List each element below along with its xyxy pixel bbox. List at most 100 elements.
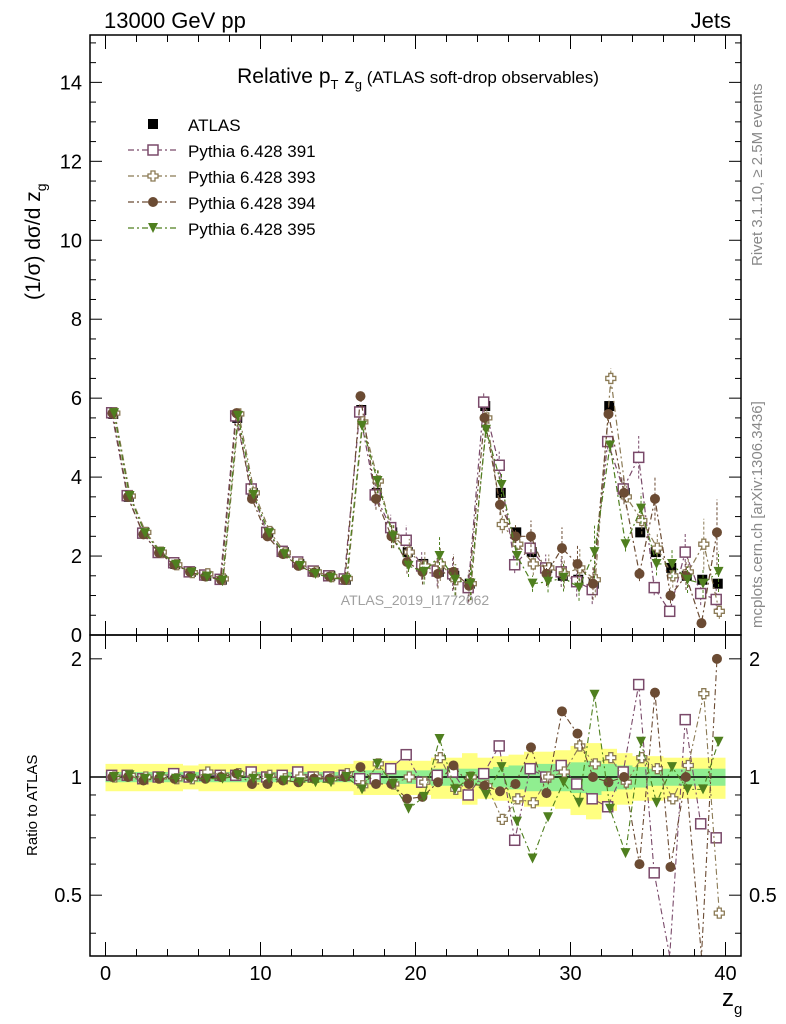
ratio-point: [496, 762, 507, 773]
ratio-y-tick-label-right: 1: [749, 767, 760, 789]
ratio-point: [494, 786, 505, 797]
data-point: [403, 546, 415, 558]
data-point: [635, 527, 646, 538]
ratio-line: [113, 694, 720, 861]
ratio-point: [527, 797, 539, 809]
title-sub-g: g: [355, 77, 362, 92]
y-tick-label: 6: [71, 388, 82, 410]
ratio-line: [112, 658, 718, 957]
ratio-point: [603, 777, 614, 788]
data-point: [508, 558, 521, 571]
legend-label: ATLAS: [188, 116, 241, 135]
ratio-point: [493, 740, 505, 752]
data-point: [665, 590, 676, 601]
title-sub-t: T: [331, 77, 339, 92]
ratio-point: [680, 772, 691, 783]
legend: ATLAS Pythia 6.428 391 Pythia 6.428 393 Pyt…: [128, 116, 316, 239]
ratio-point: [434, 733, 445, 744]
ratio-point: [155, 772, 166, 783]
x-tick-label: 10: [249, 963, 271, 985]
data-point: [496, 518, 508, 531]
data-point: [649, 493, 660, 504]
legend-marker: [148, 197, 158, 207]
ratio-point: [171, 773, 182, 784]
ratio-point: [667, 762, 678, 773]
y-axis-label: (1/σ) dσ/d zg: [22, 183, 49, 300]
series-line: [111, 396, 718, 624]
data-point: [171, 559, 182, 570]
x-tick-label: 0: [100, 963, 111, 985]
data-point: [636, 503, 647, 514]
ratio-point: [651, 797, 662, 808]
ratio-point: [388, 778, 399, 789]
x-tick-label: 20: [404, 963, 426, 985]
data-point: [479, 412, 490, 423]
ratio-point: [450, 784, 461, 795]
legend-label: Pythia 6.428 394: [188, 194, 316, 213]
ratio-y-tick-label-right: 0.5: [749, 885, 777, 907]
series-line: [114, 378, 720, 612]
ratio-point: [403, 771, 415, 783]
ratio-point: [558, 766, 570, 778]
data-point: [432, 568, 443, 579]
ratio-line: [114, 693, 720, 914]
ratio-point: [510, 778, 521, 789]
ratio-point: [109, 772, 120, 783]
ratio-point: [543, 771, 555, 783]
y-tick-label: 4: [71, 467, 82, 489]
legend-marker: [148, 223, 158, 233]
data-point: [400, 534, 412, 547]
ratio-point: [574, 797, 585, 808]
data-point: [556, 543, 567, 554]
ratio-point: [541, 788, 552, 799]
ratio-point: [679, 713, 691, 726]
ratio-point: [496, 813, 508, 826]
ratio-y-tick-label: 0.5: [54, 885, 82, 907]
data-point: [605, 372, 617, 385]
xlabel-main: z: [722, 985, 734, 1012]
data-point: [493, 459, 505, 472]
data-point: [279, 549, 290, 560]
data-point: [403, 560, 414, 571]
ratio-point: [525, 742, 536, 753]
analysis-watermark: ATLAS_2019_I1772062: [341, 592, 490, 608]
data-point: [494, 499, 505, 510]
ratio-point: [634, 859, 645, 870]
data-point: [341, 574, 352, 585]
data-point: [632, 451, 645, 464]
ratio-point: [462, 789, 474, 801]
data-point: [710, 593, 722, 606]
data-point: [589, 547, 600, 558]
ratio-point: [233, 770, 244, 781]
ratio-point: [372, 758, 383, 769]
data-point: [357, 420, 368, 431]
ratio-point: [310, 777, 321, 788]
ratio-y-axis-label: Ratio to ATLAS: [24, 755, 41, 856]
data-point: [465, 578, 476, 589]
ratio-point: [524, 762, 536, 775]
ratio-point: [572, 728, 583, 739]
data-point: [495, 487, 506, 498]
data-point: [310, 568, 321, 579]
ratio-point: [295, 777, 306, 788]
ratio-y-tick-label: 2: [71, 649, 82, 671]
y-tick-label: 8: [71, 309, 82, 331]
data-point: [355, 391, 366, 402]
ratio-point: [370, 778, 381, 789]
ratio-point: [463, 778, 474, 789]
data-point: [713, 566, 724, 577]
ratio-point: [636, 736, 647, 747]
ratio-point: [710, 832, 722, 844]
data-point: [370, 493, 381, 504]
data-point: [651, 542, 663, 554]
data-point: [217, 575, 228, 586]
ratio-plot-area: 0 10 20 30 40 0.5 0.5 1 1 2 2: [54, 634, 777, 985]
data-point: [477, 396, 490, 408]
data-point: [434, 558, 446, 570]
data-point: [696, 618, 707, 629]
ratio-point: [648, 867, 660, 879]
ratio-point: [527, 853, 538, 864]
x-axis-label: zg: [722, 985, 742, 1018]
ratio-point: [586, 793, 598, 805]
